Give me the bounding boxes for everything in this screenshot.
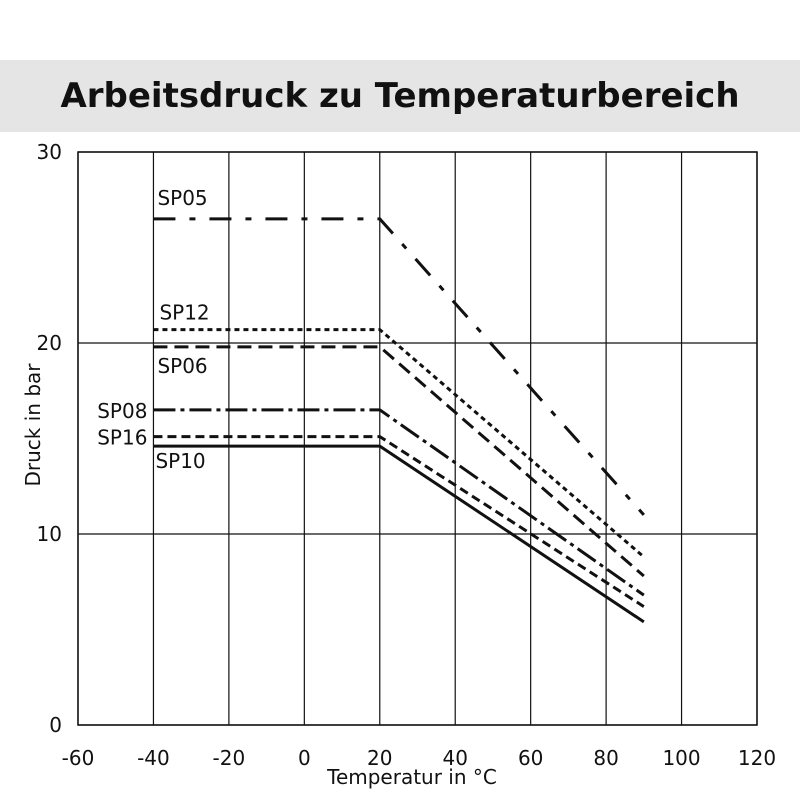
chart-title-bar: Arbeitsdruck zu Temperaturbereich (0, 60, 800, 132)
series-label-sp16: SP16 (97, 426, 147, 450)
series-label-sp12: SP12 (159, 301, 209, 325)
series-label-sp08: SP08 (97, 399, 147, 423)
series-line-sp16 (153, 435, 645, 608)
plot-frame (77, 151, 758, 726)
x-tick-label: 40 (442, 746, 467, 770)
series-label-sp06: SP06 (157, 354, 207, 378)
x-axis-label: Temperatur in °C (326, 765, 497, 789)
x-tick-labels: -60 -40 -20 0 20 40 60 80 100 120 (62, 746, 776, 770)
x-tick-label: 100 (662, 746, 700, 770)
series-line-sp10 (153, 444, 645, 624)
series-label-sp05: SP05 (157, 186, 207, 210)
x-tick-label: -60 (62, 746, 95, 770)
grid (77, 151, 758, 726)
series-line-sp05 (153, 217, 645, 516)
x-tick-label: 60 (518, 746, 543, 770)
y-tick-labels: 0 10 20 30 (37, 140, 62, 737)
y-axis-label: Druck in bar (21, 363, 45, 487)
series-line-sp12 (153, 328, 645, 559)
x-tick-label: -20 (213, 746, 246, 770)
series-line-sp06 (153, 345, 645, 578)
y-tick-label: 0 (49, 713, 62, 737)
x-tick-label: 0 (298, 746, 311, 770)
y-tick-label: 30 (37, 140, 62, 164)
y-tick-label: 10 (37, 522, 62, 546)
y-tick-label: 20 (37, 331, 62, 355)
series-line-sp08 (153, 408, 645, 597)
series-group (153, 217, 645, 624)
x-tick-label: 120 (738, 746, 776, 770)
chart-title: Arbeitsdruck zu Temperaturbereich (60, 76, 740, 116)
series-labels: SP05 SP12 SP06 SP08 SP16 SP10 (97, 186, 209, 473)
x-tick-label: 20 (367, 746, 392, 770)
series-label-sp10: SP10 (155, 449, 205, 473)
x-tick-label: 80 (593, 746, 618, 770)
x-tick-label: -40 (137, 746, 170, 770)
